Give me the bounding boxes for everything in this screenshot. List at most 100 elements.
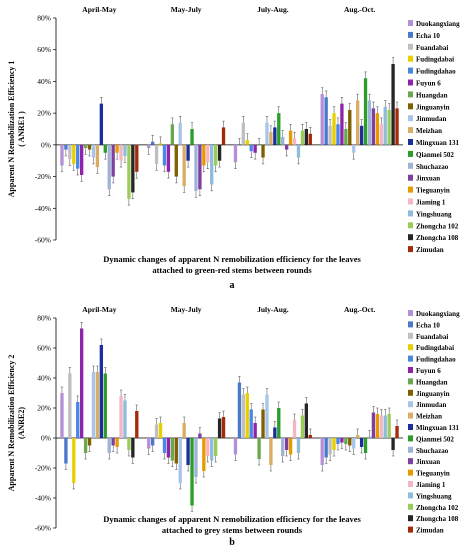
bar <box>127 144 131 199</box>
legend-swatch <box>408 127 413 134</box>
panel-label: a <box>230 280 235 291</box>
bar <box>174 438 178 464</box>
period-label: May-July <box>171 5 202 14</box>
bar <box>371 412 376 438</box>
bar <box>296 438 301 453</box>
bar <box>336 124 340 145</box>
bar <box>131 438 135 458</box>
bar <box>79 328 84 438</box>
legend-label: Zhongcha 108 <box>416 515 459 523</box>
period-label: July-Aug. <box>257 305 289 314</box>
bar <box>245 393 249 438</box>
legend-swatch <box>408 91 413 98</box>
legend-label: Qianmei 502 <box>416 151 454 159</box>
bar <box>253 144 257 153</box>
bar <box>387 414 391 438</box>
bar <box>162 144 167 166</box>
bar <box>76 402 80 438</box>
bar <box>60 144 64 166</box>
bar <box>304 129 309 145</box>
legend-label: Jinguanyin <box>416 103 450 111</box>
bar <box>344 129 348 145</box>
bar <box>359 438 364 447</box>
y-axis-label-line: (ANRE2) <box>17 407 26 439</box>
bar <box>332 113 336 145</box>
bar <box>308 435 312 438</box>
legend-label: Duokangxiang <box>416 20 460 28</box>
legend-swatch <box>408 503 413 510</box>
bar <box>154 424 159 438</box>
legend-label: Fuandabai <box>416 333 448 341</box>
chart-title-line: attached to green-red stems between roun… <box>152 265 312 275</box>
bar <box>103 144 107 153</box>
bar <box>379 124 383 145</box>
y-tick-label: 20% <box>37 404 51 413</box>
legend-label: Zhongcha 102 <box>416 504 459 512</box>
bar <box>107 438 111 453</box>
legend-label: Fudingdahao <box>416 356 456 364</box>
bar <box>355 100 360 145</box>
legend-label: Zimudan <box>416 246 444 254</box>
legend-label: Tieguanyin <box>416 470 450 478</box>
bar <box>324 97 328 145</box>
bar <box>206 144 210 163</box>
bar <box>186 438 190 465</box>
bar <box>68 373 72 438</box>
bar <box>391 438 395 450</box>
period-label: Aug.-Oct. <box>344 5 375 14</box>
bar <box>348 438 352 446</box>
y-tick-label: -60% <box>35 236 51 245</box>
y-tick-label: 0% <box>41 434 51 443</box>
bar <box>352 438 356 449</box>
y-axis-label-line: Apparent N Remobilization Efficiency 2 <box>7 355 16 492</box>
bar <box>166 144 171 172</box>
bar <box>281 438 285 456</box>
legend-swatch <box>408 67 413 74</box>
bar <box>115 438 119 447</box>
legend-label: Jinmudan <box>416 115 446 123</box>
bar <box>190 438 194 506</box>
y-tick-label: 40% <box>37 374 51 383</box>
legend-label: Jinxuan <box>416 175 440 183</box>
legend-label: Zhongcha 108 <box>416 234 459 242</box>
bar <box>182 144 186 187</box>
bar <box>395 426 399 438</box>
period-label: April-May <box>82 305 116 314</box>
legend-label: Tieguanyin <box>416 187 450 195</box>
legend-label: Fudingdabai <box>416 344 454 352</box>
bar <box>111 438 115 446</box>
bar <box>300 130 305 145</box>
bar <box>99 103 104 145</box>
bar <box>379 415 383 438</box>
bar <box>150 438 155 446</box>
bar <box>150 141 155 145</box>
bar <box>162 438 167 453</box>
bar <box>115 144 119 153</box>
chart-title: Dynamic changes of apparent N remobiliza… <box>103 254 361 275</box>
bar <box>241 122 246 145</box>
bar <box>186 144 190 161</box>
bar <box>99 345 104 438</box>
bar <box>213 144 218 166</box>
bar <box>147 144 151 149</box>
bar <box>233 438 238 455</box>
bar <box>375 414 380 438</box>
bar <box>277 408 281 438</box>
bar <box>249 409 253 438</box>
legend-swatch <box>408 344 413 351</box>
bar <box>363 78 368 145</box>
bar <box>198 144 202 190</box>
panel-label: b <box>229 537 235 548</box>
legend-swatch <box>408 355 413 362</box>
y-tick-label: 80% <box>37 314 51 323</box>
bar <box>300 415 305 438</box>
bar <box>194 438 198 477</box>
bar <box>76 144 80 169</box>
legend-swatch <box>408 446 413 453</box>
bar <box>261 409 265 438</box>
legend-label: Duokangxiang <box>416 310 460 318</box>
bar <box>95 144 100 168</box>
bar <box>64 144 68 150</box>
bar <box>158 423 163 438</box>
legend-label: Fuandabai <box>416 44 448 52</box>
